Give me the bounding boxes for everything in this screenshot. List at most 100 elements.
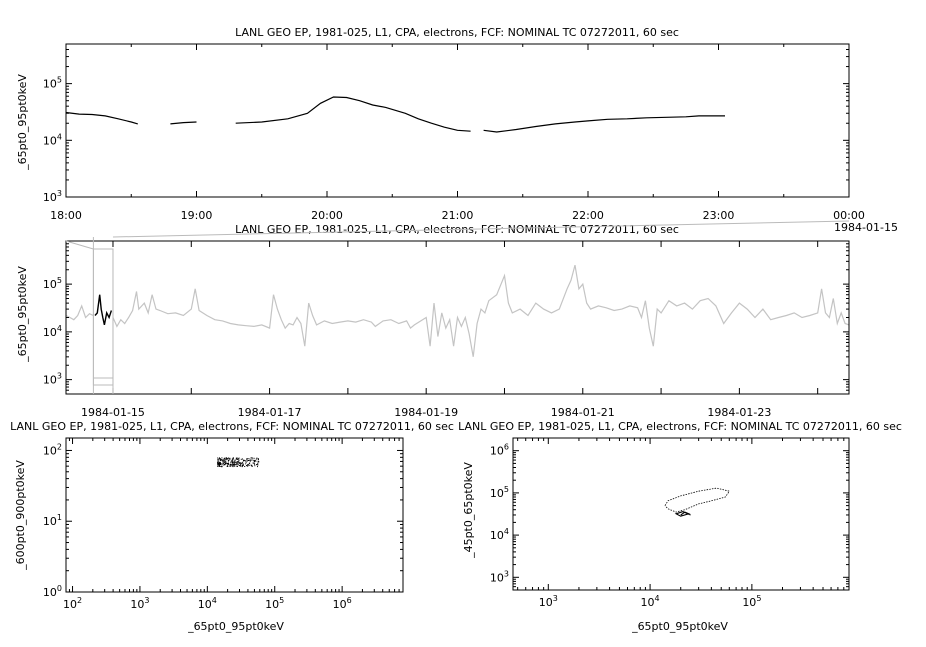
bottom-left-x-tick-label: 105 <box>265 596 284 611</box>
bottom-left-point <box>245 461 247 463</box>
bottom-left-point <box>244 466 246 467</box>
bottom-left-point <box>227 463 229 465</box>
bottom-left-point <box>221 460 223 462</box>
bottom-left-point <box>240 464 242 465</box>
bottom-left-point <box>224 462 226 463</box>
bottom-left-point <box>236 465 238 467</box>
bottom-left-point <box>248 463 250 465</box>
bottom-left-point <box>224 457 226 459</box>
top-series-line <box>170 121 197 125</box>
bottom-left-point <box>226 458 228 459</box>
bottom-left-point <box>227 460 229 462</box>
bottom-left-point <box>246 465 248 466</box>
bottom-left-point <box>224 464 226 465</box>
bottom-left-point <box>251 459 253 461</box>
bottom-left-point <box>235 462 237 464</box>
bottom-left-point <box>241 465 243 467</box>
bottom-left-point <box>237 465 238 467</box>
top-y-tick-label: 104 <box>43 132 62 147</box>
bottom-left-point <box>253 457 255 459</box>
top-y-axis-label: _65pt0_95pt0keV <box>16 74 29 171</box>
bottom-left-point <box>226 466 228 467</box>
bottom-left-point <box>233 463 235 465</box>
top-x-tick-label: 18:00 <box>50 209 82 222</box>
middle-y-tick-label: 103 <box>43 372 62 387</box>
bottom-left-point <box>253 460 255 462</box>
bottom-right-y-tick-label: 103 <box>490 569 509 584</box>
bottom-left-point <box>218 465 220 467</box>
bottom-left-point <box>226 458 228 460</box>
bottom-left-point <box>234 462 236 464</box>
bottom-left-point <box>239 462 241 464</box>
bottom-left-point <box>227 462 229 464</box>
bottom-left-chart-frame <box>65 437 404 593</box>
bottom-right-point-trail <box>664 487 730 513</box>
bottom-right-y-tick-label: 106 <box>490 443 509 458</box>
bottom-left-point <box>255 458 257 460</box>
top-series-line <box>483 115 725 133</box>
bottom-left-point <box>232 463 234 465</box>
top-x-tick-label: 19:00 <box>181 209 213 222</box>
bottom-left-point <box>234 459 236 461</box>
bottom-left-point <box>227 457 229 459</box>
bottom-left-point <box>246 458 248 460</box>
bottom-left-point <box>249 460 251 462</box>
middle-x-tick-label: 1984-01-19 <box>394 406 458 419</box>
middle-y-tick-label: 104 <box>43 324 62 339</box>
bottom-left-point <box>250 457 252 459</box>
zoom-connector-left <box>65 240 94 250</box>
bottom-left-point <box>237 460 239 462</box>
bottom-left-point <box>243 459 245 461</box>
middle-x-tick-label: 1984-01-17 <box>238 406 302 419</box>
bottom-left-point <box>221 459 223 461</box>
bottom-left-y-tick-label: 102 <box>43 442 62 457</box>
bottom-left-point <box>254 460 256 462</box>
bottom-left-point <box>219 464 221 465</box>
bottom-left-point <box>225 459 226 461</box>
top-x-date-label: 1984-01-15 <box>834 221 898 234</box>
bottom-left-point <box>232 461 234 463</box>
bottom-left-point <box>226 462 228 464</box>
bottom-left-point <box>242 458 243 460</box>
bottom-left-point <box>257 466 258 468</box>
bottom-left-point <box>217 461 219 463</box>
bottom-left-point <box>242 461 244 463</box>
bottom-left-point <box>255 460 257 462</box>
bottom-left-point <box>238 460 240 462</box>
bottom-left-point <box>250 464 252 466</box>
bottom-left-point <box>221 466 223 468</box>
bottom-left-point <box>226 464 228 466</box>
bottom-left-point <box>257 464 259 466</box>
bottom-left-point <box>248 458 250 460</box>
bottom-left-point <box>235 464 237 466</box>
top-x-tick-label: 22:00 <box>572 209 604 222</box>
bottom-right-point-cluster <box>674 511 691 517</box>
bottom-left-point <box>240 458 242 460</box>
bottom-left-point <box>233 457 234 459</box>
middle-x-tick-label: 1984-01-21 <box>551 406 615 419</box>
bottom-left-point <box>240 462 242 464</box>
bottom-left-point <box>217 463 219 465</box>
bottom-left-point <box>221 457 223 459</box>
middle-y-tick-label: 105 <box>43 276 62 291</box>
bottom-left-point <box>248 463 250 465</box>
bottom-left-point <box>224 464 226 466</box>
bottom-left-point <box>220 463 222 465</box>
bottom-left-point <box>246 459 248 461</box>
top-x-tick-label: 21:00 <box>442 209 474 222</box>
bottom-left-point <box>220 459 221 461</box>
bottom-left-point <box>248 460 249 461</box>
middle-y-axis-label: _65pt0_95pt0keV <box>16 266 29 363</box>
bottom-left-point <box>236 457 238 459</box>
bottom-left-point <box>229 458 231 459</box>
bottom-left-point <box>237 458 239 460</box>
bottom-left-y-tick-label: 100 <box>43 584 62 599</box>
bottom-left-point <box>220 466 222 467</box>
bottom-left-point <box>234 461 236 463</box>
bottom-left-y-axis-label: _600pt0_900pt0keV <box>14 460 27 571</box>
bottom-left-point <box>237 464 239 466</box>
bottom-left-point <box>222 463 223 465</box>
bottom-left-point <box>225 463 227 464</box>
bottom-right-chart-title: LANL GEO EP, 1981-025, L1, CPA, electron… <box>458 420 902 433</box>
top-y-tick-label: 103 <box>43 189 62 204</box>
